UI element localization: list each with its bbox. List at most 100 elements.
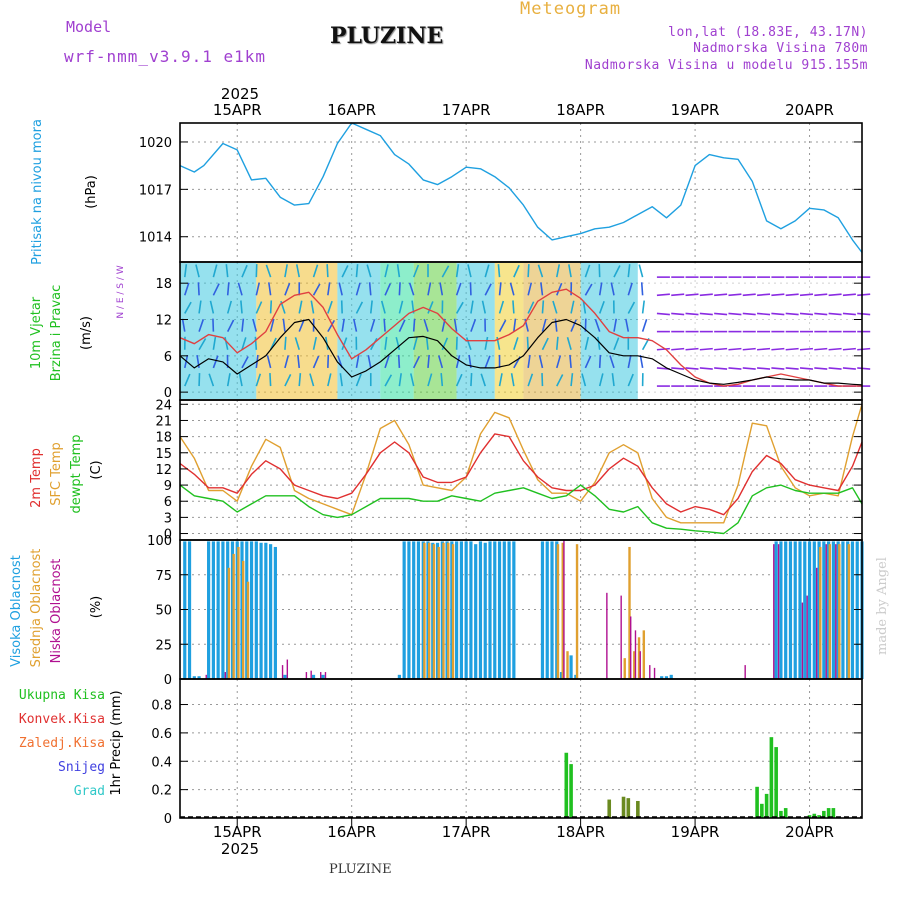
cloud-bar [649,665,651,679]
cloud-bar [216,541,220,679]
wind-compass: N / E / S / W [116,265,126,318]
wind-arrow [226,319,235,332]
cloud-bar [664,676,669,679]
cloud-bar [407,541,411,679]
wind-arrow [252,318,258,332]
wind-arrow [225,264,229,278]
wind-arrow [742,312,756,316]
wind-arrow [757,347,771,351]
wind-arrow [638,264,644,278]
y-tick-label: 6 [164,350,172,365]
wind-arrow [742,367,756,370]
cloud-bar [784,541,788,679]
wind-arrow [594,319,601,332]
y-tick-label: 12 [155,314,172,329]
wind-arrow [857,293,871,297]
wind-arrow [412,318,416,332]
cloud-bar [788,541,793,679]
cloud-bar [838,544,841,679]
cloud-bar [841,541,845,679]
wind-arrow [828,293,842,297]
cloud-bar [224,672,227,679]
cloud-bar [561,542,564,679]
wind-arrow [597,336,601,350]
temperature-panel-frame [179,399,863,541]
model-elevation-label: Nadmorska Visina u modelu 915.155m [584,58,868,73]
wind-arrow [728,293,742,297]
cloud-bar [227,567,231,679]
model-label: Model [66,18,112,36]
wind-arrow [685,312,699,316]
y-tick-label: 15 [155,447,172,462]
y-tick-label: 6 [164,495,172,510]
cloud-bar [628,546,631,679]
wind-arrow [412,264,420,278]
day-label-bottom: 16APR [327,823,376,841]
wind-arrow [326,264,329,278]
cloud-bar [653,667,656,679]
wind-arrow [541,337,549,351]
cloud-bar [550,541,554,679]
cloud-bar [816,567,818,679]
meteogram-label: Meteogram [520,0,622,19]
elevation-label: Nadmorska Visina 780m [693,41,868,56]
wind-arrow [240,300,243,314]
dewpt-temp-label: dewpt Temp [69,434,84,513]
wind-arrow [212,264,218,278]
y-tick-label: 0 [164,673,172,688]
cloud-bar [324,672,327,679]
wind-arrow [212,355,219,369]
year-label-bottom: 2025 [221,840,259,858]
cloud-bar [488,541,492,679]
day-label-bottom: 18APR [556,823,605,841]
wind-arrow [355,354,360,369]
cloud-bar [310,670,312,679]
wind-arrow [527,301,535,314]
cloud-bar [801,602,804,679]
wind-arrow [699,312,713,316]
wind-arrow [541,300,545,314]
y-tick-label: 0.2 [151,784,172,799]
day-label-top: 17APR [442,101,491,119]
wind-arrow [198,338,207,351]
cloud-bar [249,541,254,679]
cloud-bar [437,546,440,679]
wind-arrow [699,347,713,351]
wind-arrow [728,367,742,370]
cloud-bar [242,560,245,679]
cloud-bar [246,581,250,679]
precip-bar [760,803,764,818]
wind-arrow [627,355,632,369]
wind-arrow [526,336,529,350]
wind-arrow [498,319,507,332]
cloud-bar [563,540,565,679]
wind-arrow [181,318,186,332]
cloud-bar [642,630,646,679]
wind-arrow [771,347,785,351]
wind-direction-band [413,263,457,399]
wind-arrow [367,355,372,369]
wind-arrow [556,355,562,369]
y-tick-label: 21 [155,414,172,429]
cloud-bar [803,541,807,679]
precip-legend-item: Zaledj.Kisa [19,736,105,751]
pressure-unit: (hPa) [84,175,99,209]
wind-arrow [613,265,621,278]
wind-arrow [570,319,577,332]
wind-arrow [441,265,450,278]
cloud-bar [469,541,473,679]
wind-arrow [384,336,388,350]
wind-arrow [538,355,544,369]
wind-arrow [639,354,644,369]
cloud-bar [311,674,316,679]
wind-arrow [384,374,393,387]
wind-arrow [208,373,215,387]
wind-arrow [785,293,799,297]
wind-arrow [212,336,217,350]
cloud-bar [286,659,289,679]
cloud-bar [540,541,545,679]
wind-arrow [581,373,587,387]
cloud-bar [606,592,608,679]
wind-arrow [396,264,401,278]
wind-arrow [641,300,645,314]
